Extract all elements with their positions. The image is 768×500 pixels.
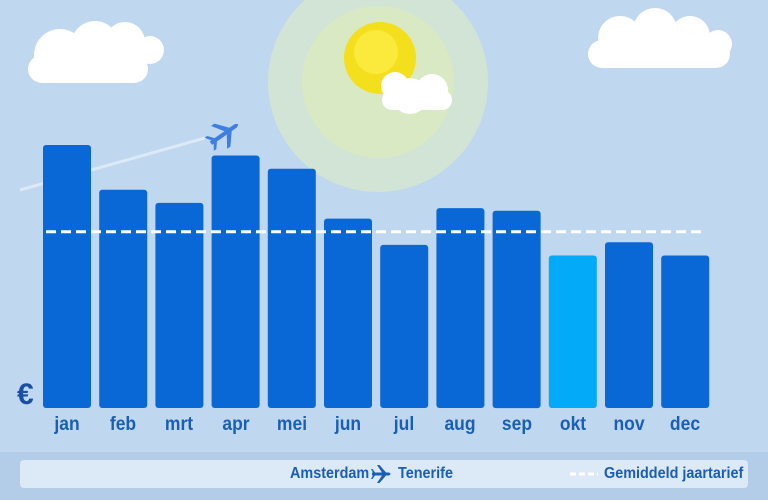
x-tick-label-apr: apr	[221, 414, 250, 435]
cloud-illustration	[381, 72, 452, 114]
bar-apr	[211, 155, 260, 408]
x-tick-label-mei: mei	[276, 414, 307, 435]
bar-jul	[380, 244, 429, 408]
bar-mei	[267, 168, 316, 408]
bar-mrt	[155, 202, 204, 408]
x-tick-label-sep: sep	[501, 414, 532, 435]
chart-area	[19, 0, 732, 409]
bar-jan	[43, 145, 91, 408]
x-tick-label-jan: jan	[54, 414, 80, 435]
x-tick-label-okt: okt	[559, 414, 586, 435]
bar-aug	[436, 208, 485, 408]
cloud-illustration	[28, 21, 164, 83]
legend-origin: Amsterdam	[290, 465, 370, 482]
x-tick-label-dec: dec	[670, 414, 701, 435]
bar-sep	[492, 210, 541, 409]
x-tick-label-jun: jun	[334, 414, 362, 435]
x-tick-label-feb: feb	[110, 414, 137, 435]
bar-dec	[661, 255, 710, 408]
bar-jun	[324, 218, 372, 408]
airplane-icon	[371, 465, 391, 483]
x-tick-label-jul: jul	[393, 414, 415, 435]
legend-destination: Tenerife	[398, 465, 453, 482]
x-tick-label-mrt: mrt	[165, 414, 194, 435]
bar-nov	[605, 242, 653, 408]
bar-okt	[548, 255, 597, 408]
legend-average-swatch	[570, 472, 598, 476]
sun-illustration	[268, 0, 488, 192]
currency-symbol: €	[17, 378, 34, 411]
x-tick-label-aug: aug	[444, 414, 476, 435]
bars-group	[43, 145, 710, 409]
x-tick-label-nov: nov	[613, 414, 645, 435]
bar-feb	[99, 189, 148, 408]
cloud-illustration	[588, 8, 732, 68]
legend-average-label: Gemiddeld jaartarief	[604, 465, 744, 482]
